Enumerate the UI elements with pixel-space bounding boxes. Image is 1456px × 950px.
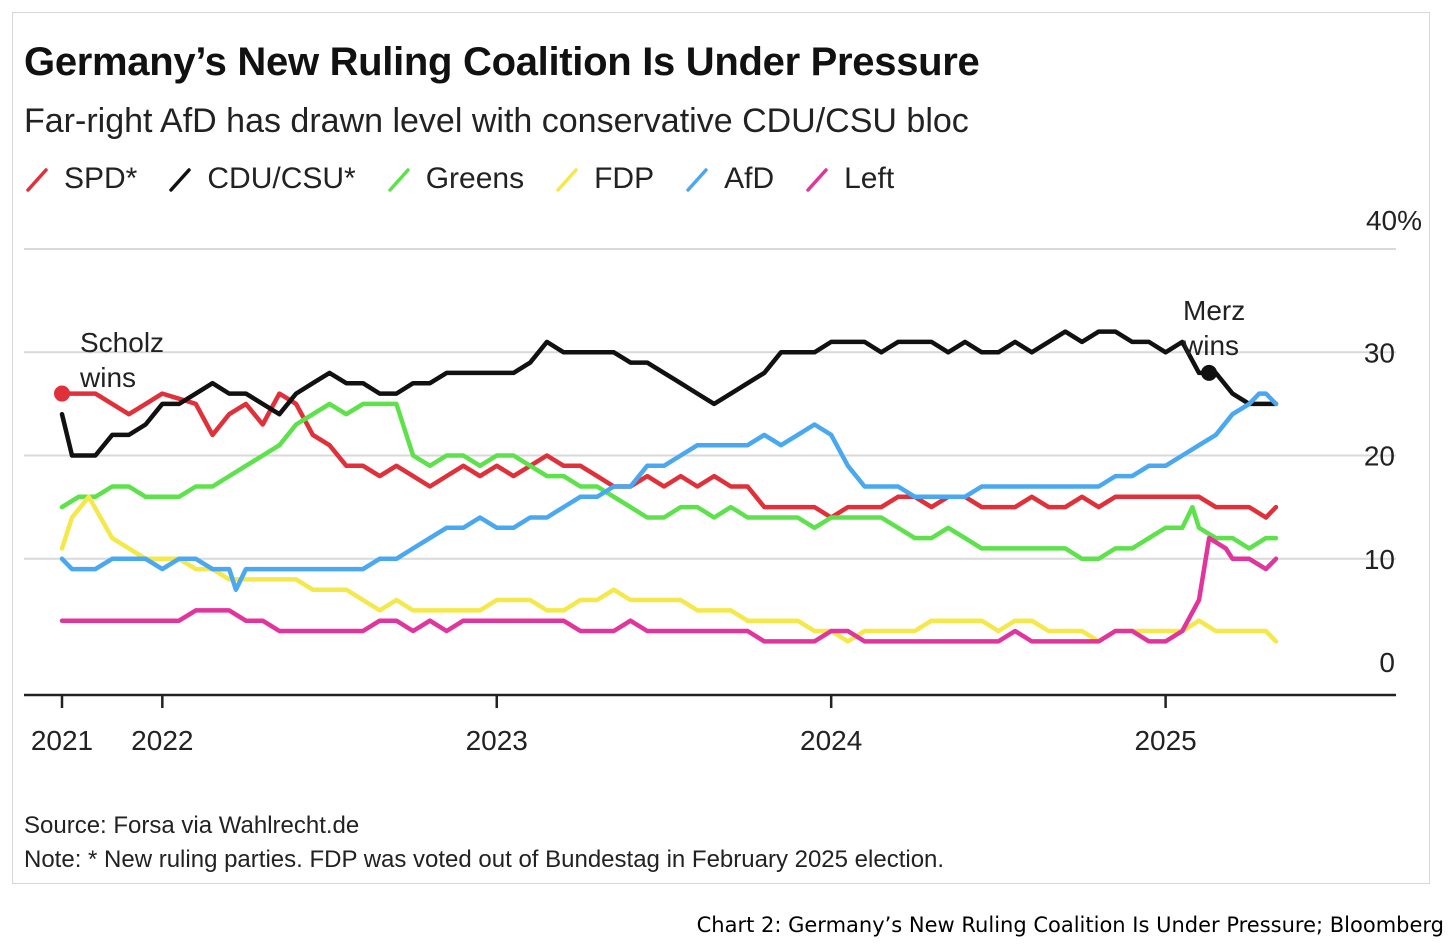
legend-label: Greens [425,162,525,195]
x-tick-label: 2021 [31,725,93,756]
legend-item: Greens [386,162,524,196]
legend-swatch-icon [386,164,414,194]
series-line-greens [59,401,1279,562]
y-tick-label: 0 [1379,647,1395,678]
annotation-marker [1201,364,1218,381]
legend-item: AfD [684,162,774,196]
chart-legend: SPD* CDU/CSU* Greens FDP AfD Left [24,162,924,196]
figure-caption: Chart 2: Germany’s New Ruling Coalition … [696,913,1444,937]
series-line-afd [59,391,1279,592]
legend-swatch-icon [804,164,832,194]
legend-item: Left [804,162,894,196]
series-line-cducsu [59,329,1279,458]
chart-subtitle: Far-right AfD has drawn level with conse… [24,102,969,140]
legend-swatch-icon [684,164,712,194]
legend-label: SPD* [64,162,138,195]
annotation-label: Scholz [80,327,164,358]
y-tick-label: 30 [1364,337,1395,368]
legend-label: Left [844,162,895,195]
y-tick-label: 10 [1364,544,1395,575]
series-line-left [59,535,1279,644]
legend-item: FDP [554,162,654,196]
legend-swatch-icon [24,164,52,194]
legend-swatch-icon [554,164,582,194]
chart-title: Germany’s New Ruling Coalition Is Under … [24,40,980,84]
legend-label: CDU/CSU* [207,162,356,195]
legend-item: CDU/CSU* [167,162,356,196]
annotation-label: wins [79,362,136,393]
annotation-marker [54,385,70,402]
source-note: Source: Forsa via Wahlrecht.de [24,812,360,839]
footnote: Note: * New ruling parties. FDP was vote… [24,846,945,873]
x-tick-label: 2025 [1134,725,1196,756]
x-tick-label: 2023 [466,725,528,756]
y-tick-label: 40% [1366,205,1422,236]
y-tick-label: 20 [1364,441,1395,472]
series-line-spd [59,391,1279,520]
legend-swatch-icon [167,164,195,194]
series-line-fdp [59,494,1279,644]
line-chart: 0 10 20 30 40% 2021 2022 2023 2024 2025 Scholz wins… [24,205,1422,756]
annotation-label: wins [1182,330,1239,361]
legend-label: FDP [594,162,655,195]
legend-label: AfD [724,162,775,195]
annotation-label: Merz [1183,295,1245,326]
x-tick-label: 2022 [131,725,193,756]
x-tick-label: 2024 [800,725,862,756]
legend-item: SPD* [24,162,137,196]
